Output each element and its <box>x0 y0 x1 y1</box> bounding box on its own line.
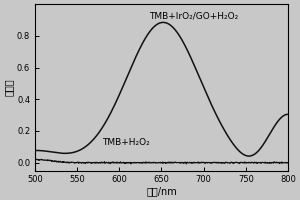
Text: TMB+H₂O₂: TMB+H₂O₂ <box>103 138 150 147</box>
Text: TMB+IrO₂/GO+H₂O₂: TMB+IrO₂/GO+H₂O₂ <box>149 11 238 20</box>
Y-axis label: 吸光度: 吸光度 <box>4 79 14 96</box>
X-axis label: 波长/nm: 波长/nm <box>146 186 177 196</box>
